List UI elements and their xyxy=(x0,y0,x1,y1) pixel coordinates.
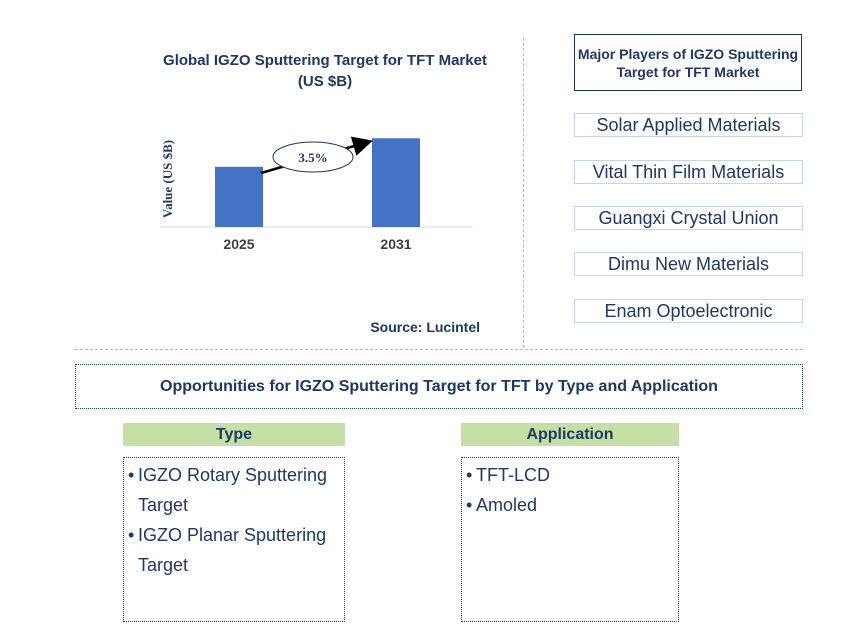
application-list: TFT-LCD Amoled xyxy=(461,457,679,622)
player-item: Solar Applied Materials xyxy=(574,113,803,137)
application-item: Amoled xyxy=(466,490,674,520)
bars-group xyxy=(215,138,420,227)
horizontal-divider xyxy=(75,349,803,350)
type-list: IGZO Rotary Sputtering Target IGZO Plana… xyxy=(123,457,345,622)
player-item: Dimu New Materials xyxy=(574,252,803,276)
y-axis-label: Value (US $B) xyxy=(160,140,175,218)
type-header: Type xyxy=(123,423,345,446)
bar-chart: Value (US $B) 2025 2031 3.5% xyxy=(160,136,473,252)
opportunities-title: Opportunities for IGZO Sputtering Target… xyxy=(75,364,803,409)
player-item: Enam Optoelectronic xyxy=(574,299,803,323)
player-item: Guangxi Crystal Union xyxy=(574,206,803,230)
vertical-divider xyxy=(523,38,524,348)
bar-2031 xyxy=(372,138,420,227)
player-item: Vital Thin Film Materials xyxy=(574,160,803,184)
chart-title: Global IGZO Sputtering Target for TFT Ma… xyxy=(163,52,487,90)
source-label: Source: Lucintel xyxy=(370,319,480,335)
cagr-label: 3.5% xyxy=(298,150,327,165)
application-item: TFT-LCD xyxy=(466,460,674,490)
x-tick-labels: 2025 2031 xyxy=(223,236,411,252)
cagr-ellipse xyxy=(272,141,354,173)
x-tick-label: 2025 xyxy=(223,236,254,252)
type-item: IGZO Rotary Sputtering Target xyxy=(128,460,340,520)
players-header: Major Players of IGZO Sputtering Target … xyxy=(574,34,802,91)
type-item: IGZO Planar Sputtering Target xyxy=(128,520,340,580)
x-tick-label: 2031 xyxy=(380,236,411,252)
bar-2025 xyxy=(215,166,263,227)
application-header: Application xyxy=(461,423,679,446)
